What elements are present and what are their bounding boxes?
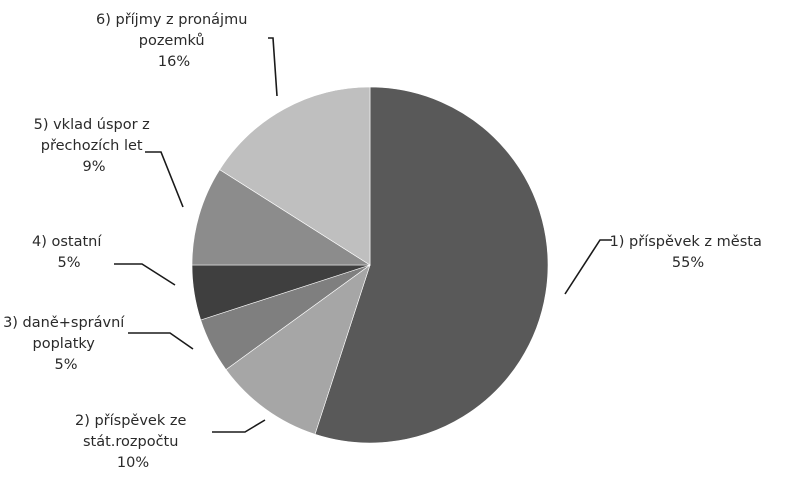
leader-line-3 bbox=[128, 332, 194, 350]
slice-label-4: 4) ostatní 5% bbox=[32, 234, 106, 271]
pie-slice-6 bbox=[219, 86, 371, 266]
pie-slice-2 bbox=[225, 264, 371, 435]
slice-label-1: 1) příspěvek z města 55% bbox=[610, 234, 767, 271]
pie-slice-1 bbox=[314, 86, 549, 444]
pie-slice-5 bbox=[191, 169, 372, 266]
slice-label-2: 2) příspěvek ze stát.rozpočtu 10% bbox=[75, 413, 191, 471]
slice-label-6: 6) příjmy z pronájmu pozemků 16% bbox=[96, 12, 252, 70]
leader-line-2 bbox=[212, 419, 266, 433]
leader-line-6 bbox=[268, 37, 278, 97]
leader-line-1 bbox=[564, 239, 612, 295]
pie-slices bbox=[191, 86, 549, 444]
leader-line-4 bbox=[114, 263, 176, 286]
slice-label-5: 5) vklad úspor z přechozích let 9% bbox=[34, 117, 155, 175]
slice-label-3: 3) daně+správní poplatky 5% bbox=[3, 315, 129, 373]
leader-lines bbox=[114, 37, 612, 433]
leader-line-5 bbox=[145, 151, 184, 208]
